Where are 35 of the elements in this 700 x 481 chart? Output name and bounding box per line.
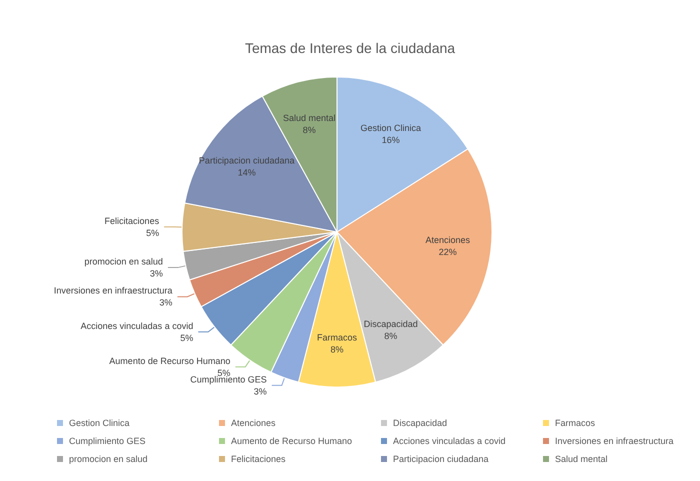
slice-label: Discapacidad xyxy=(364,318,418,329)
slice-label: Aumento de Recurso Humano xyxy=(109,356,230,366)
legend-label: Participacion ciudadana xyxy=(393,454,489,464)
data-label: 8% xyxy=(330,344,344,355)
slice-label: Felicitaciones xyxy=(104,216,160,226)
data-label: 5% xyxy=(180,332,194,343)
slice-label: Atenciones xyxy=(425,234,470,245)
legend-label: Salud mental xyxy=(555,454,608,464)
slice-label: Farmacos xyxy=(316,332,358,343)
data-label: 5% xyxy=(146,228,160,238)
legend-label: Aumento de Recurso Humano xyxy=(231,436,352,446)
data-label: 3% xyxy=(150,268,163,279)
legend-label: Atenciones xyxy=(231,418,276,428)
legend-label: promocion en salud xyxy=(69,454,148,464)
legend-label: Felicitaciones xyxy=(231,454,286,464)
slice-label: Gestion Clinica xyxy=(360,123,422,134)
legend-label: Acciones vinculadas a covid xyxy=(393,436,506,446)
slice-label: Acciones vinculadas a covid xyxy=(80,320,194,331)
chart-title: Temas de Interes de la ciudadana xyxy=(244,40,456,56)
data-label: 3% xyxy=(159,298,172,308)
legend-label: Discapacidad xyxy=(393,418,448,428)
data-label: 8% xyxy=(384,330,398,341)
legend-label: Gestion Clinica xyxy=(69,418,130,428)
data-label: 22% xyxy=(438,246,457,257)
slice-label: promocion en salud xyxy=(84,256,163,267)
legend-label: Farmacos xyxy=(555,418,596,428)
data-label: 8% xyxy=(302,124,316,135)
slice-label: Salud mental xyxy=(282,112,336,123)
legend-label: Inversiones en infraestructura xyxy=(555,436,674,446)
data-label: 16% xyxy=(382,135,400,146)
slice-label: Participacion ciudadana xyxy=(198,155,295,166)
data-label: 3% xyxy=(254,386,267,396)
legend-label: Cumplimiento GES xyxy=(69,436,146,446)
data-label: 14% xyxy=(238,167,256,178)
slice-label: Inversiones en infraestructura xyxy=(54,286,172,296)
